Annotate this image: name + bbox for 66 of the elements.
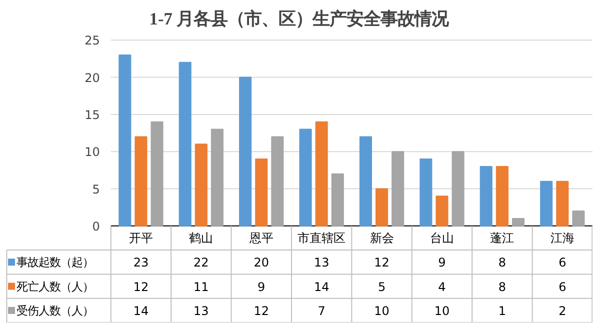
data-label: 23 — [133, 256, 149, 270]
data-label: 5 — [378, 280, 386, 294]
y-tick-label: 5 — [92, 182, 100, 196]
legend-label: 死亡人数（人） — [16, 279, 94, 294]
bar — [194, 144, 208, 226]
bar — [210, 128, 224, 226]
legend-label: 受伤人数（人） — [16, 303, 94, 318]
y-tick-label: 10 — [84, 145, 100, 160]
bar — [150, 121, 164, 226]
x-tick-label: 鹤山 — [189, 230, 214, 245]
bar — [512, 218, 525, 226]
data-label: 6 — [558, 256, 566, 270]
bar — [299, 128, 312, 226]
data-label: 12 — [254, 304, 270, 318]
bar — [376, 188, 388, 226]
bar — [331, 173, 344, 226]
x-tick-label: 台山 — [430, 230, 454, 245]
data-label: 1 — [498, 304, 506, 318]
x-tick-label: 开平 — [128, 230, 153, 245]
data-label: 8 — [498, 256, 506, 270]
data-label: 12 — [133, 280, 149, 294]
data-label: 10 — [374, 304, 390, 318]
bar — [540, 180, 553, 226]
bar — [271, 136, 284, 226]
data-label: 2 — [558, 304, 566, 318]
bar — [255, 158, 268, 226]
data-label: 9 — [438, 256, 446, 270]
bar — [452, 151, 464, 226]
bar — [359, 136, 372, 226]
bar — [556, 180, 569, 226]
y-tick-label: 20 — [84, 70, 100, 85]
data-label: 12 — [374, 256, 390, 270]
legend-label: 事故起数（起） — [16, 255, 94, 270]
bar — [178, 62, 192, 226]
data-label: 7 — [318, 304, 326, 318]
data-label: 6 — [558, 280, 566, 294]
data-label: 4 — [438, 280, 446, 294]
bar — [480, 166, 492, 226]
data-label: 9 — [258, 280, 266, 294]
bar — [420, 158, 432, 226]
x-tick-label: 蓬江 — [490, 230, 514, 245]
x-tick-label: 江海 — [550, 230, 574, 245]
bar — [392, 151, 404, 226]
y-tick-label: 25 — [84, 34, 100, 48]
bar — [134, 136, 148, 226]
y-tick-label: 15 — [84, 108, 100, 122]
bar — [496, 166, 508, 226]
x-tick-label: 市直辖区 — [298, 230, 346, 245]
bar — [315, 121, 328, 226]
x-tick-label: 恩平 — [248, 230, 274, 245]
data-label: 13 — [314, 256, 330, 270]
bar — [239, 76, 252, 226]
data-label: 13 — [194, 304, 209, 318]
data-label: 22 — [194, 256, 209, 270]
chart-title: 1-7 月各县（市、区）生产安全事故情况 — [149, 10, 450, 28]
data-label: 10 — [434, 304, 450, 318]
bar — [572, 210, 585, 226]
data-label: 14 — [133, 304, 149, 318]
y-tick-label: 0 — [92, 219, 100, 234]
x-tick-label: 新会 — [370, 230, 394, 245]
data-label: 14 — [314, 280, 330, 294]
data-label: 11 — [194, 280, 209, 294]
data-label: 8 — [498, 280, 506, 294]
bar — [436, 196, 448, 226]
bar — [118, 54, 132, 226]
data-label: 20 — [254, 256, 270, 270]
